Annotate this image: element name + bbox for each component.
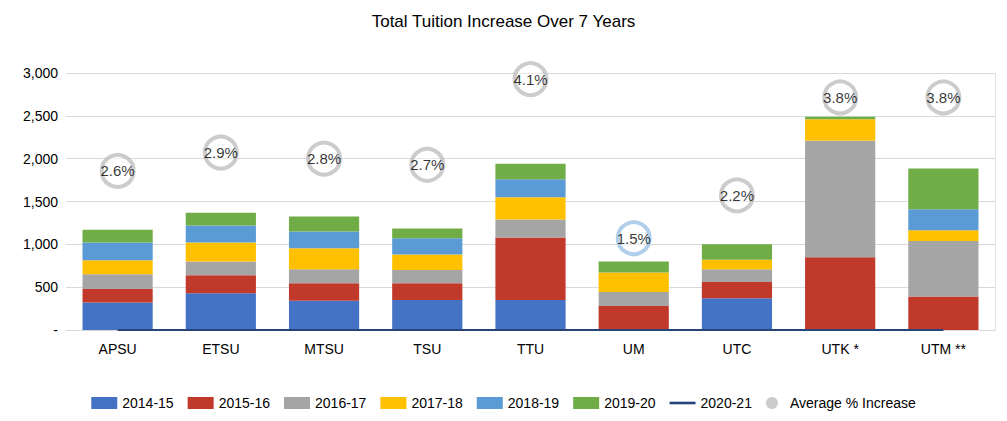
svg-text:UTK *: UTK * (821, 341, 859, 357)
svg-text:MTSU: MTSU (304, 341, 344, 357)
svg-text:-: - (53, 322, 58, 338)
svg-text:UTC: UTC (723, 341, 752, 357)
svg-text:2.6%: 2.6% (101, 162, 135, 179)
svg-text:2014-15: 2014-15 (122, 395, 174, 411)
svg-text:UTM **: UTM ** (921, 341, 967, 357)
svg-text:TTU: TTU (517, 341, 544, 357)
svg-text:2.2%: 2.2% (720, 187, 754, 204)
svg-text:3,000: 3,000 (23, 65, 58, 81)
svg-text:2.8%: 2.8% (307, 150, 341, 167)
svg-text:2018-19: 2018-19 (508, 395, 560, 411)
svg-text:2015-16: 2015-16 (219, 395, 271, 411)
svg-text:2.9%: 2.9% (204, 144, 238, 161)
svg-text:TSU: TSU (413, 341, 441, 357)
svg-text:1.5%: 1.5% (617, 230, 651, 247)
svg-text:2016-17: 2016-17 (315, 395, 367, 411)
svg-text:2020-21: 2020-21 (701, 395, 753, 411)
svg-text:3.8%: 3.8% (926, 89, 960, 106)
svg-text:500: 500 (35, 279, 59, 295)
svg-text:3.8%: 3.8% (823, 89, 857, 106)
svg-text:4.1%: 4.1% (513, 71, 547, 88)
svg-text:2019-20: 2019-20 (604, 395, 656, 411)
svg-text:1,000: 1,000 (23, 236, 58, 252)
svg-text:2.7%: 2.7% (410, 156, 444, 173)
svg-text:UM: UM (623, 341, 645, 357)
svg-text:2017-18: 2017-18 (411, 395, 463, 411)
svg-text:Total Tuition Increase Over 7: Total Tuition Increase Over 7 Years (372, 12, 636, 31)
svg-text:Average % Increase: Average % Increase (790, 395, 916, 411)
svg-text:APSU: APSU (99, 341, 137, 357)
svg-text:1,500: 1,500 (23, 194, 58, 210)
svg-text:ETSU: ETSU (202, 341, 239, 357)
svg-text:2,000: 2,000 (23, 151, 58, 167)
svg-text:2,500: 2,500 (23, 108, 58, 124)
